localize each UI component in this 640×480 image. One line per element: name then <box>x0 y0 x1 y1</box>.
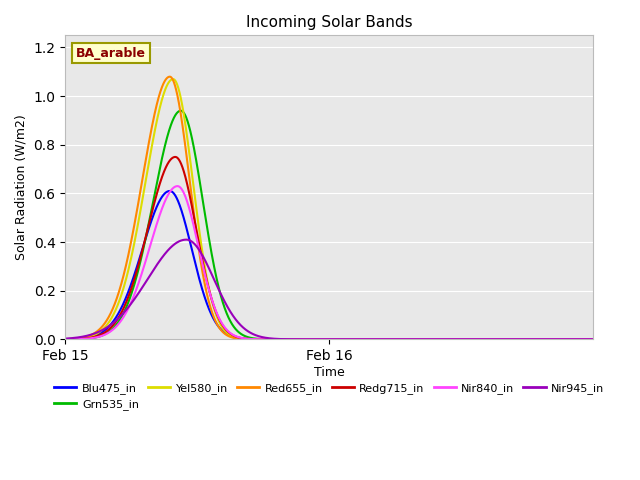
Line: Blu475_in: Blu475_in <box>65 191 593 339</box>
Yel580_in <box>61 336 69 342</box>
Grn535_in <box>263 336 271 342</box>
Nir840_in <box>61 336 69 342</box>
Redg715_in <box>405 336 413 342</box>
Y-axis label: Solar Radiation (W/m2): Solar Radiation (W/m2) <box>15 114 28 260</box>
Blu475_in <box>157 195 165 201</box>
Red655_in <box>157 86 165 92</box>
Blu475_in <box>61 336 69 342</box>
Yel580_in <box>170 76 177 82</box>
Red655_in <box>405 336 413 342</box>
Yel580_in <box>378 336 386 342</box>
Nir840_in <box>378 336 386 342</box>
Nir945_in <box>496 336 504 342</box>
Line: Grn535_in: Grn535_in <box>65 111 593 339</box>
Redg715_in <box>589 336 597 342</box>
Blu475_in <box>496 336 504 342</box>
Nir945_in <box>182 237 190 242</box>
Nir840_in <box>496 336 504 342</box>
Nir945_in <box>589 336 597 342</box>
Blu475_in <box>589 336 597 342</box>
Line: Nir945_in: Nir945_in <box>65 240 593 339</box>
Red655_in <box>589 336 597 342</box>
Yel580_in <box>456 336 463 342</box>
Nir840_in <box>263 336 271 342</box>
Nir840_in <box>456 336 463 342</box>
Grn535_in <box>456 336 463 342</box>
Red655_in <box>378 336 386 342</box>
Nir945_in <box>378 336 386 342</box>
Redg715_in <box>172 154 179 160</box>
Grn535_in <box>378 336 386 342</box>
Yel580_in <box>157 99 165 105</box>
Red655_in <box>263 336 271 342</box>
Grn535_in <box>405 336 413 342</box>
Legend: Blu475_in, Grn535_in, Yel580_in, Red655_in, Redg715_in, Nir840_in, Nir945_in: Blu475_in, Grn535_in, Yel580_in, Red655_… <box>50 378 609 415</box>
Nir945_in <box>405 336 413 342</box>
Blu475_in <box>405 336 413 342</box>
Title: Incoming Solar Bands: Incoming Solar Bands <box>246 15 413 30</box>
Line: Yel580_in: Yel580_in <box>65 79 593 339</box>
Blu475_in <box>166 188 173 194</box>
Yel580_in <box>496 336 504 342</box>
Redg715_in <box>157 177 165 182</box>
Nir945_in <box>456 336 463 342</box>
Line: Redg715_in: Redg715_in <box>65 157 593 339</box>
Blu475_in <box>378 336 386 342</box>
Nir945_in <box>61 336 69 341</box>
Red655_in <box>166 74 173 80</box>
Nir840_in <box>157 208 165 214</box>
Nir840_in <box>173 183 181 189</box>
Red655_in <box>61 336 69 342</box>
Text: BA_arable: BA_arable <box>76 47 146 60</box>
Nir840_in <box>589 336 597 342</box>
Nir840_in <box>405 336 413 342</box>
Grn535_in <box>496 336 504 342</box>
Redg715_in <box>496 336 504 342</box>
Grn535_in <box>177 108 184 114</box>
Redg715_in <box>378 336 386 342</box>
Red655_in <box>496 336 504 342</box>
Grn535_in <box>589 336 597 342</box>
Nir945_in <box>157 256 165 262</box>
Redg715_in <box>263 336 271 342</box>
Blu475_in <box>263 336 271 342</box>
Line: Nir840_in: Nir840_in <box>65 186 593 339</box>
Blu475_in <box>456 336 463 342</box>
Red655_in <box>456 336 463 342</box>
X-axis label: Time: Time <box>314 366 345 379</box>
Yel580_in <box>405 336 413 342</box>
Grn535_in <box>61 336 69 342</box>
Redg715_in <box>61 336 69 342</box>
Yel580_in <box>263 336 271 342</box>
Redg715_in <box>456 336 463 342</box>
Grn535_in <box>157 159 165 165</box>
Line: Red655_in: Red655_in <box>65 77 593 339</box>
Nir945_in <box>263 335 271 341</box>
Yel580_in <box>589 336 597 342</box>
